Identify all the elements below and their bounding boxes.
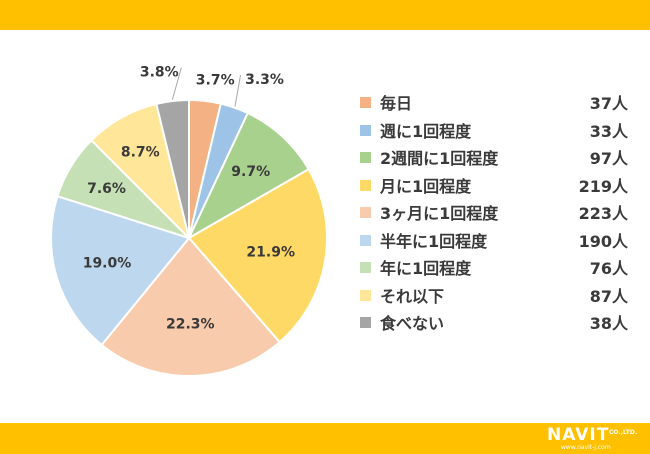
legend-label: 年に1回程度 bbox=[380, 259, 472, 278]
legend-label: 半年に1回程度 bbox=[380, 231, 488, 251]
legend-count: 87人 bbox=[589, 286, 628, 306]
legend-label: それ以下 bbox=[380, 286, 445, 306]
pie-chart: 3.7% 3.3% 9.7% 21.9% 22.3% 19.0% 7.6% 8.7% 3.8% bbox=[50, 65, 328, 377]
bottom-band bbox=[0, 423, 650, 454]
legend-swatch bbox=[360, 262, 371, 273]
legend-swatch bbox=[360, 207, 371, 218]
legend-swatch bbox=[360, 97, 371, 108]
logo-text: NAVIT bbox=[547, 425, 610, 445]
pie-slice bbox=[50, 194, 191, 347]
slice-percent-label: 22.3% bbox=[166, 317, 215, 333]
legend-label: 週に1回程度 bbox=[380, 121, 472, 141]
legend-count: 97人 bbox=[589, 149, 628, 168]
legend-swatch bbox=[360, 317, 371, 328]
legend-swatch bbox=[360, 152, 371, 163]
navit-logo: NAVIT CO.,LTD. www.navit-j.com bbox=[547, 425, 645, 452]
logo-url: www.navit-j.com bbox=[561, 444, 611, 451]
slice-percent-label: 19.0% bbox=[83, 255, 132, 271]
pie-slice bbox=[100, 236, 282, 377]
logo-suffix: CO.,LTD. bbox=[609, 429, 638, 436]
legend-count: 223人 bbox=[578, 204, 628, 223]
top-band bbox=[0, 0, 650, 30]
slice-percent-label: 3.3% bbox=[245, 72, 284, 88]
legend-label: 月に1回程度 bbox=[380, 176, 472, 196]
legend-count: 190人 bbox=[578, 231, 628, 251]
slice-percent-label: 21.9% bbox=[246, 245, 295, 261]
legend-count: 38人 bbox=[589, 314, 628, 333]
leader-line bbox=[234, 75, 241, 107]
legend-swatch bbox=[360, 234, 371, 246]
legend-label: 毎日 bbox=[380, 94, 413, 113]
slice-percent-label: 9.7% bbox=[231, 164, 270, 180]
pie-slice bbox=[187, 167, 328, 344]
legend-swatch bbox=[360, 124, 371, 136]
legend-count: 33人 bbox=[589, 121, 628, 141]
leader-line bbox=[171, 67, 182, 100]
legend-swatch bbox=[360, 289, 371, 301]
pie-slice bbox=[155, 98, 190, 239]
legend-count: 219人 bbox=[578, 176, 628, 196]
slice-percent-label: 7.6% bbox=[87, 181, 126, 197]
legend-label: 2週間に1回程度 bbox=[380, 149, 499, 168]
slice-percent-label: 3.7% bbox=[196, 73, 235, 89]
legend-label: 食べない bbox=[380, 314, 445, 333]
slice-percent-label: 3.8% bbox=[140, 65, 179, 81]
legend-count: 37人 bbox=[589, 94, 628, 113]
pie-slice bbox=[186, 111, 311, 241]
legend-swatch bbox=[360, 179, 371, 191]
legend-count: 76人 bbox=[589, 259, 628, 278]
slice-percent-label: 8.7% bbox=[121, 144, 160, 160]
legend-label: 3ヶ月に1回程度 bbox=[380, 204, 499, 223]
